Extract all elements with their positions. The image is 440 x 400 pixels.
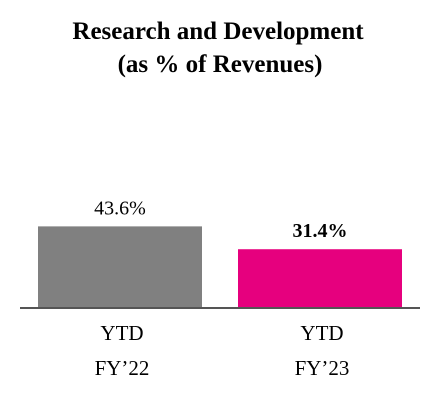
chart-subtitle: (as % of Revenues) xyxy=(118,51,323,78)
data-label-1: 31.4% xyxy=(293,220,348,242)
data-label-0: 43.6% xyxy=(94,197,146,219)
bar-1 xyxy=(238,249,402,308)
category-label-0-0: YTD xyxy=(100,321,143,345)
category-label-1-0: YTD xyxy=(300,321,343,345)
plot-area: 43.6% YTD FY’22 31.4% YTD FY’23 xyxy=(20,197,420,380)
category-label-1-1: FY’23 xyxy=(295,356,350,380)
bar-0 xyxy=(38,226,202,308)
chart-title: Research and Development xyxy=(72,18,364,45)
category-label-0-1: FY’22 xyxy=(95,356,150,380)
